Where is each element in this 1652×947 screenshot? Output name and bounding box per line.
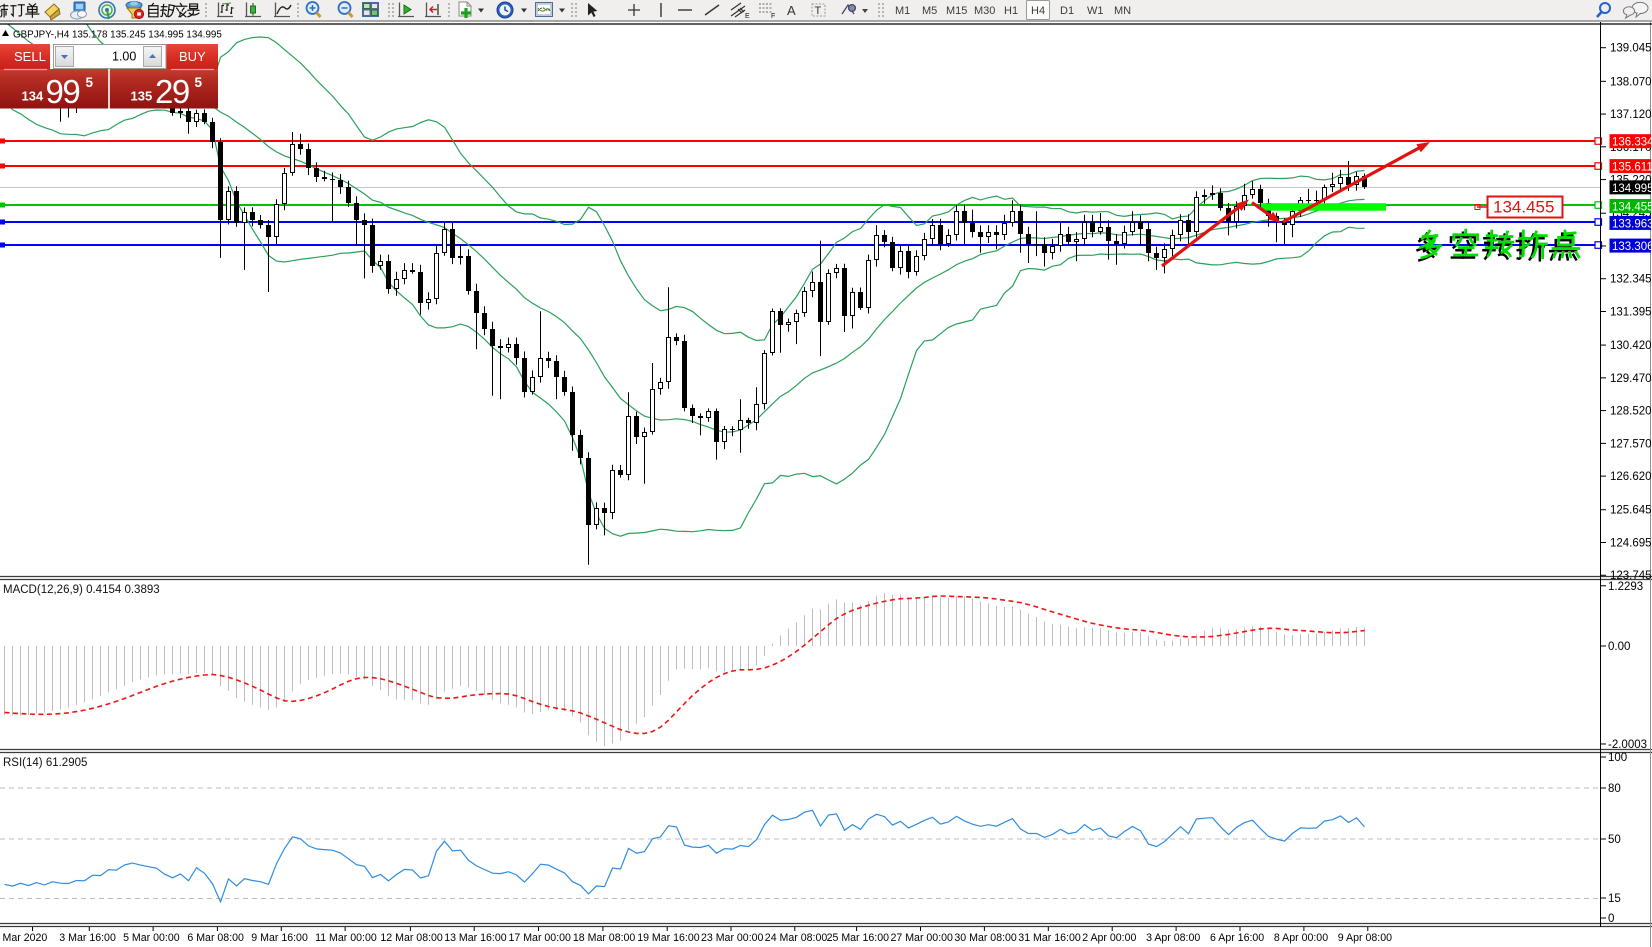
svg-text:12 Mar 08:00: 12 Mar 08:00 [380, 932, 443, 944]
svg-text:M15: M15 [946, 5, 967, 17]
svg-text:BUY: BUY [179, 49, 206, 64]
svg-text:138.070: 138.070 [1610, 76, 1652, 88]
svg-text:80: 80 [1608, 783, 1621, 795]
svg-text:19 Mar 16:00: 19 Mar 16:00 [637, 932, 700, 944]
svg-text:F: F [771, 13, 775, 20]
svg-text:RSI(14) 61.2905: RSI(14) 61.2905 [3, 757, 87, 769]
svg-text:124.695: 124.695 [1610, 537, 1652, 549]
svg-text:6 Mar 08:00: 6 Mar 08:00 [187, 932, 244, 944]
svg-text:0: 0 [1608, 913, 1614, 925]
svg-text:134.995: 134.995 [1612, 183, 1652, 195]
svg-text:5: 5 [86, 75, 94, 90]
svg-text:130.420: 130.420 [1610, 340, 1652, 352]
svg-text:136.334: 136.334 [1612, 137, 1652, 149]
svg-text:123.745: 123.745 [1610, 570, 1652, 582]
svg-text:1.00: 1.00 [112, 50, 136, 64]
svg-text:11 Mar 00:00: 11 Mar 00:00 [315, 932, 377, 944]
svg-text:134: 134 [22, 89, 44, 104]
svg-text:139.045: 139.045 [1610, 43, 1652, 55]
svg-text:50: 50 [1608, 834, 1621, 846]
svg-text:1.2293: 1.2293 [1608, 581, 1643, 593]
svg-text:15: 15 [1608, 893, 1621, 905]
svg-text:31 Mar 16:00: 31 Mar 16:00 [1018, 932, 1081, 944]
svg-text:MN: MN [1114, 5, 1131, 17]
svg-text:99: 99 [46, 73, 80, 110]
svg-text:-2.0003: -2.0003 [1608, 739, 1647, 751]
svg-text:134.455: 134.455 [1493, 198, 1554, 217]
svg-text:H4: H4 [1031, 5, 1045, 17]
svg-text:M5: M5 [922, 5, 937, 17]
svg-text:Mar 2020: Mar 2020 [3, 932, 48, 944]
svg-text:5 Mar 00:00: 5 Mar 00:00 [123, 932, 180, 944]
svg-text:24 Mar 08:00: 24 Mar 08:00 [765, 932, 828, 944]
svg-text:8 Apr 00:00: 8 Apr 00:00 [1274, 932, 1328, 944]
svg-text:135: 135 [131, 89, 153, 104]
svg-text:128.520: 128.520 [1610, 406, 1652, 418]
svg-text:9 Mar 16:00: 9 Mar 16:00 [251, 932, 308, 944]
svg-text:D1: D1 [1060, 5, 1074, 17]
svg-text:13 Mar 16:00: 13 Mar 16:00 [444, 932, 507, 944]
svg-text:134.455: 134.455 [1612, 201, 1652, 213]
svg-text:M30: M30 [974, 5, 995, 17]
svg-text:135.611: 135.611 [1612, 162, 1652, 174]
svg-text:29: 29 [155, 73, 189, 110]
svg-text:30 Mar 08:00: 30 Mar 08:00 [954, 932, 1017, 944]
svg-text:2 Apr 00:00: 2 Apr 00:00 [1082, 932, 1136, 944]
svg-text:27 Mar 00:00: 27 Mar 00:00 [891, 932, 954, 944]
svg-text:9 Apr 08:00: 9 Apr 08:00 [1338, 932, 1392, 944]
svg-text:3 Mar 16:00: 3 Mar 16:00 [59, 932, 116, 944]
svg-text:A: A [787, 3, 796, 18]
svg-text:5: 5 [195, 75, 203, 90]
svg-text:SELL: SELL [14, 49, 46, 64]
svg-text:137.120: 137.120 [1610, 109, 1652, 121]
svg-text:GBPJPY-,H4 135.178 135.245 13: GBPJPY-,H4 135.178 135.245 134.995 134.9… [13, 30, 222, 41]
svg-text:17 Mar 00:00: 17 Mar 00:00 [509, 932, 572, 944]
svg-text:132.345: 132.345 [1610, 274, 1652, 286]
svg-text:18 Mar 08:00: 18 Mar 08:00 [573, 932, 636, 944]
svg-text:23 Mar 00:00: 23 Mar 00:00 [701, 932, 764, 944]
svg-text:W1: W1 [1087, 5, 1104, 17]
svg-text:127.570: 127.570 [1610, 438, 1652, 450]
svg-text:0.00: 0.00 [1608, 641, 1630, 653]
svg-text:131.395: 131.395 [1610, 306, 1652, 318]
svg-text:133.963: 133.963 [1612, 218, 1652, 230]
svg-text:3 Apr 08:00: 3 Apr 08:00 [1146, 932, 1200, 944]
svg-text:MACD(12,26,9) 0.4154 0.3893: MACD(12,26,9) 0.4154 0.3893 [3, 584, 160, 596]
svg-text:126.620: 126.620 [1610, 471, 1652, 483]
svg-text:T: T [815, 5, 822, 17]
svg-text:133.306: 133.306 [1612, 241, 1652, 253]
svg-text:100: 100 [1608, 752, 1627, 764]
svg-text:125.645: 125.645 [1610, 505, 1652, 517]
svg-text:M1: M1 [895, 5, 910, 17]
svg-text:H1: H1 [1004, 5, 1018, 17]
svg-text:E: E [745, 13, 750, 20]
svg-text:129.470: 129.470 [1610, 373, 1652, 385]
svg-text:6 Apr 16:00: 6 Apr 16:00 [1210, 932, 1264, 944]
svg-text:25 Mar 16:00: 25 Mar 16:00 [827, 932, 890, 944]
